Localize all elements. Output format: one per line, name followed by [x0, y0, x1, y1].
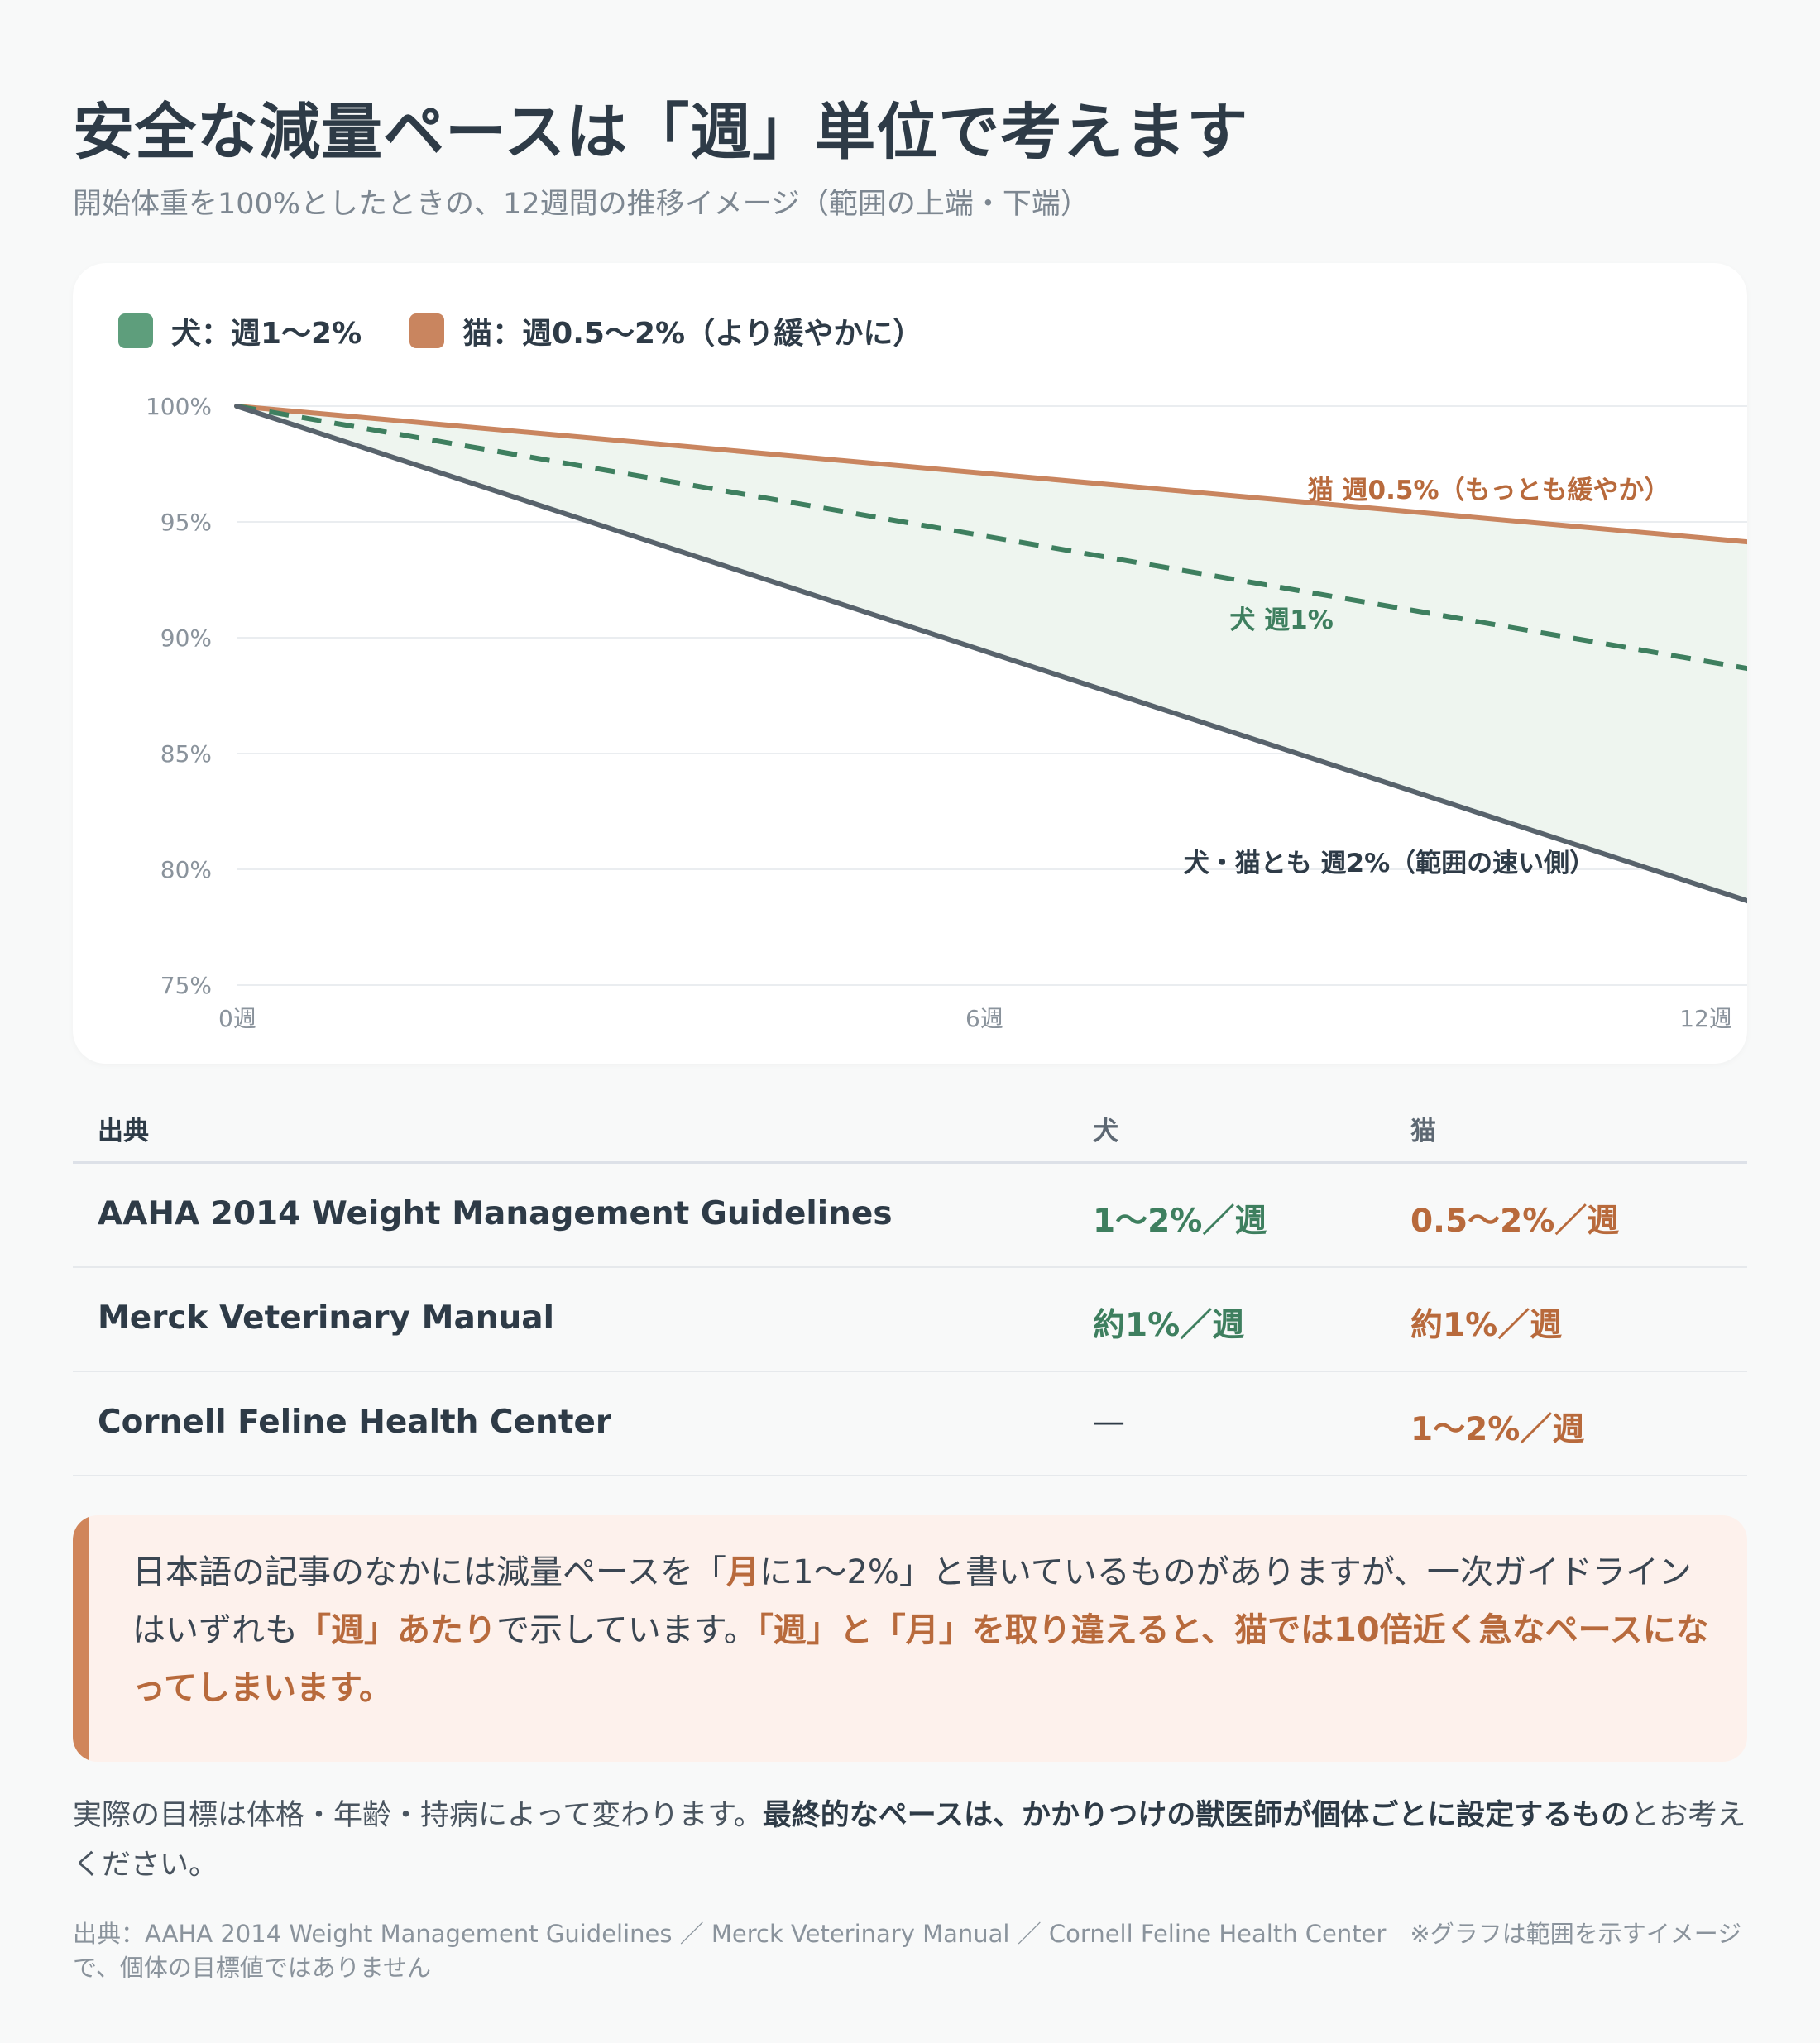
- table-row: Cornell Feline Health Center — 1〜2%／週: [73, 1372, 1747, 1476]
- y-tick-label: 90%: [160, 624, 212, 652]
- page-subtitle: 開始体重を100%としたときの、12週間の推移イメージ（範囲の上端・下端）: [73, 188, 1090, 221]
- y-tick-label: 75%: [160, 972, 212, 999]
- series-label-dog: 犬 週1%: [1229, 605, 1333, 635]
- callout-text-part: で示しています。: [496, 1611, 757, 1649]
- x-tick-label: 6週: [965, 1005, 1003, 1032]
- callout-text: 日本語の記事のなかには減量ペースを「月に1〜2%」と書いているものがありますが、…: [132, 1543, 1721, 1717]
- legend-item-cat: 猫：週0.5〜2%（より緩やかに）: [410, 309, 922, 352]
- row-cat-value: 1〜2%／週: [1410, 1411, 1585, 1448]
- note-text: 実際の目標は体格・年齢・持病によって変わります。最終的なペースは、かかりつけの獣…: [73, 1791, 1752, 1890]
- x-tick-label: 0週: [218, 1005, 256, 1032]
- source-footnote: 出典：AAHA 2014 Weight Management Guideline…: [73, 1920, 1742, 1982]
- legend-swatch-cat: [410, 313, 445, 348]
- callout-highlight: 「週」と「月」を取り違えると、猫では10倍近く急なペースになってしまいます。: [132, 1611, 1709, 1707]
- callout-text-part: に1〜2%」と書いているものがありますが、一次ガイドラインはいずれも: [132, 1553, 1692, 1649]
- source-table: 出典 犬 猫 AAHA 2014 Weight Management Guide…: [73, 1090, 1747, 1476]
- y-tick-label: 100%: [146, 393, 212, 420]
- callout-highlight: 「週」あたり: [298, 1611, 496, 1649]
- row-dog-value: —: [1093, 1404, 1125, 1441]
- line-chart: 100% 95% 90% 85% 80% 75%0週 6週 12週 猫 週0.5%（もっとも緩や…: [146, 393, 1747, 1032]
- row-source: AAHA 2014 Weight Management Guidelines: [98, 1195, 893, 1232]
- warning-callout: 日本語の記事のなかには減量ペースを「月に1〜2%」と書いているものがありますが、…: [73, 1515, 1747, 1762]
- x-tick-label: 12週: [1679, 1005, 1732, 1032]
- row-dog-value: 1〜2%／週: [1093, 1203, 1267, 1240]
- row-source: Merck Veterinary Manual: [98, 1299, 554, 1337]
- series-label-fast: 犬・猫とも 週2%（範囲の速い側）: [1184, 849, 1595, 878]
- chart-card: 犬：週1〜2% 猫：週0.5〜2%（より緩やかに） 100% 95% 90% 85% 8…: [73, 263, 1747, 1064]
- chart-legend: 犬：週1〜2% 猫：週0.5〜2%（より緩やかに）: [118, 309, 970, 352]
- legend-label-cat: 猫：週0.5〜2%（より緩やかに）: [462, 317, 923, 351]
- note-emphasis: 最終的なペースは、かかりつけの獣医師が個体ごとに設定するもの: [762, 1799, 1631, 1832]
- note-part: とお考えください。: [73, 1799, 1746, 1882]
- series-line-fast-2: [234, 404, 1747, 904]
- row-dog-value: 約1%／週: [1093, 1307, 1245, 1344]
- y-tick-label: 95%: [160, 509, 212, 536]
- header-source: 出典: [98, 1117, 149, 1146]
- table-row: AAHA 2014 Weight Management Guidelines 1…: [73, 1164, 1747, 1268]
- row-cat-value: 0.5〜2%／週: [1410, 1203, 1620, 1240]
- header-cat: 猫: [1410, 1117, 1436, 1146]
- series-line-cat-0-5: [234, 404, 1747, 545]
- callout-text-part: 日本語の記事のなかには減量ペースを「: [132, 1553, 726, 1591]
- legend-item-dog: 犬：週1〜2%: [118, 309, 362, 352]
- row-cat-value: 約1%／週: [1410, 1307, 1563, 1344]
- callout-accent-bar: [73, 1515, 89, 1762]
- table-row: Merck Veterinary Manual 約1%／週 約1%／週: [73, 1268, 1747, 1372]
- page-title: 安全な減量ペースは「週」単位で考えます: [73, 97, 1249, 168]
- y-tick-label: 85%: [160, 740, 212, 768]
- legend-label-dog: 犬：週1〜2%: [171, 317, 362, 351]
- series-line-dog-1: [236, 404, 1747, 672]
- header-dog: 犬: [1093, 1117, 1118, 1146]
- y-tick-label: 80%: [160, 856, 212, 883]
- callout-highlight: 月: [726, 1553, 759, 1591]
- note-part: 実際の目標は体格・年齢・持病によって変わります。: [73, 1799, 763, 1832]
- legend-swatch-dog: [118, 313, 153, 348]
- series-label-cat: 猫 週0.5%（もっとも緩やか）: [1308, 476, 1670, 505]
- row-source: Cornell Feline Health Center: [98, 1404, 612, 1441]
- table-header: 出典 犬 猫: [73, 1090, 1747, 1164]
